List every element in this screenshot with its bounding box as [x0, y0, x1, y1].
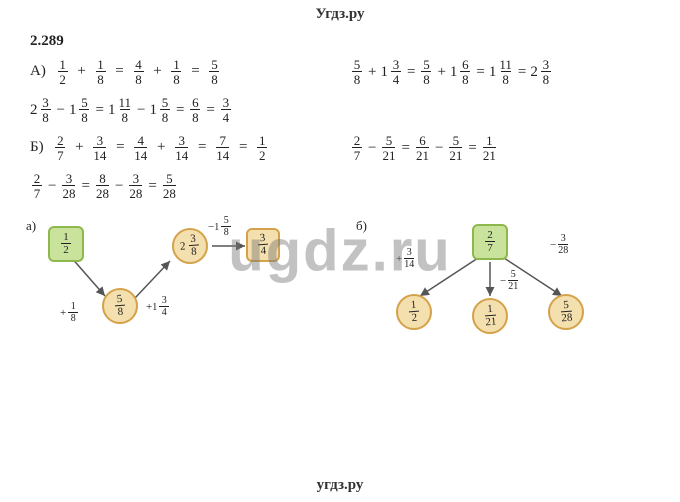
problem-number: 2.289 — [0, 29, 680, 58]
diagrams-row: а) 12 58 238 34 +18 +134 −158 б) — [0, 210, 680, 346]
diagram-a-node2: 238 — [172, 228, 208, 264]
diagram-b-edge3: −328 — [550, 234, 570, 256]
diagram-b-result3: 528 — [548, 294, 584, 330]
partB-eq3: 27 − 328 = 828 − 328 = 528 — [30, 172, 650, 200]
partB-label: Б) — [30, 139, 44, 155]
partB-eq1: Б) 27 + 314 = 414 + 314 = 714 = 12 — [30, 134, 350, 162]
diagram-b: б) 27 12 121 528 +314 −521 −328 — [350, 216, 640, 346]
diagram-a-edge3: −158 — [208, 216, 233, 238]
site-footer: угдз.ру — [0, 471, 680, 500]
partA-eq2: 58 + 134 = 58 + 168 = 1118 = 238 — [350, 58, 650, 86]
partA-label: А) — [30, 63, 46, 79]
partB-eq2: 27 − 521 = 621 − 521 = 121 — [350, 134, 650, 162]
partA-eq3: 238 − 158 = 1118 − 158 = 68 = 34 — [30, 96, 650, 124]
diagram-b-result1: 12 — [396, 294, 432, 330]
partA-eq1: А) 12 + 18 = 48 + 18 = 58 — [30, 58, 350, 86]
diagram-a: а) 12 58 238 34 +18 +134 −158 — [20, 216, 310, 346]
partA-row1: А) 12 + 18 = 48 + 18 = 58 58 + 134 = 58 … — [30, 58, 650, 86]
diagram-a-end-node: 34 — [246, 228, 280, 262]
site-header: Угдз.ру — [0, 0, 680, 29]
diagram-b-label: б) — [356, 218, 367, 234]
diagram-b-start-node: 27 — [472, 224, 508, 260]
equations-block: А) 12 + 18 = 48 + 18 = 58 58 + 134 = 58 … — [0, 58, 680, 200]
diagram-a-node1: 58 — [102, 288, 138, 324]
diagram-a-label: а) — [26, 218, 36, 234]
diagram-b-result2: 121 — [472, 298, 508, 334]
diagram-b-edge2: −521 — [500, 270, 520, 292]
diagram-a-edge2: +134 — [146, 296, 171, 318]
partB-row1: Б) 27 + 314 = 414 + 314 = 714 = 12 27 − … — [30, 134, 650, 162]
diagram-a-edge1: +18 — [60, 302, 80, 324]
diagram-b-edge1: +314 — [396, 248, 416, 270]
diagram-a-start-node: 12 — [48, 226, 84, 262]
